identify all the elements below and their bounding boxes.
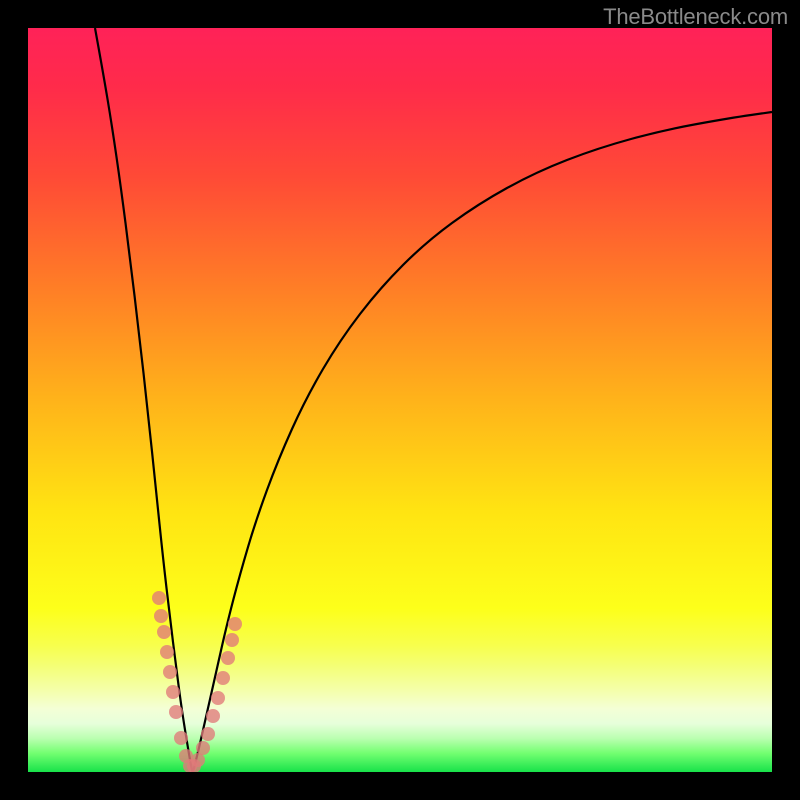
scatter-point [169, 705, 183, 719]
curves-layer [28, 28, 772, 772]
scatter-point [216, 671, 230, 685]
scatter-point [211, 691, 225, 705]
scatter-point [196, 741, 210, 755]
watermark-text: TheBottleneck.com [603, 4, 788, 30]
scatter-point [221, 651, 235, 665]
scatter-point [225, 633, 239, 647]
chart-frame: TheBottleneck.com [0, 0, 800, 800]
scatter-point [157, 625, 171, 639]
scatter-point [228, 617, 242, 631]
scatter-point [166, 685, 180, 699]
scatter-point [163, 665, 177, 679]
scatter-point [201, 727, 215, 741]
left-curve [95, 28, 193, 772]
scatter-point [174, 731, 188, 745]
scatter-point [206, 709, 220, 723]
scatter-point [152, 591, 166, 605]
right-curve [193, 112, 772, 772]
scatter-point [191, 753, 205, 767]
scatter-point [160, 645, 174, 659]
plot-area [28, 28, 772, 772]
scatter-point [154, 609, 168, 623]
